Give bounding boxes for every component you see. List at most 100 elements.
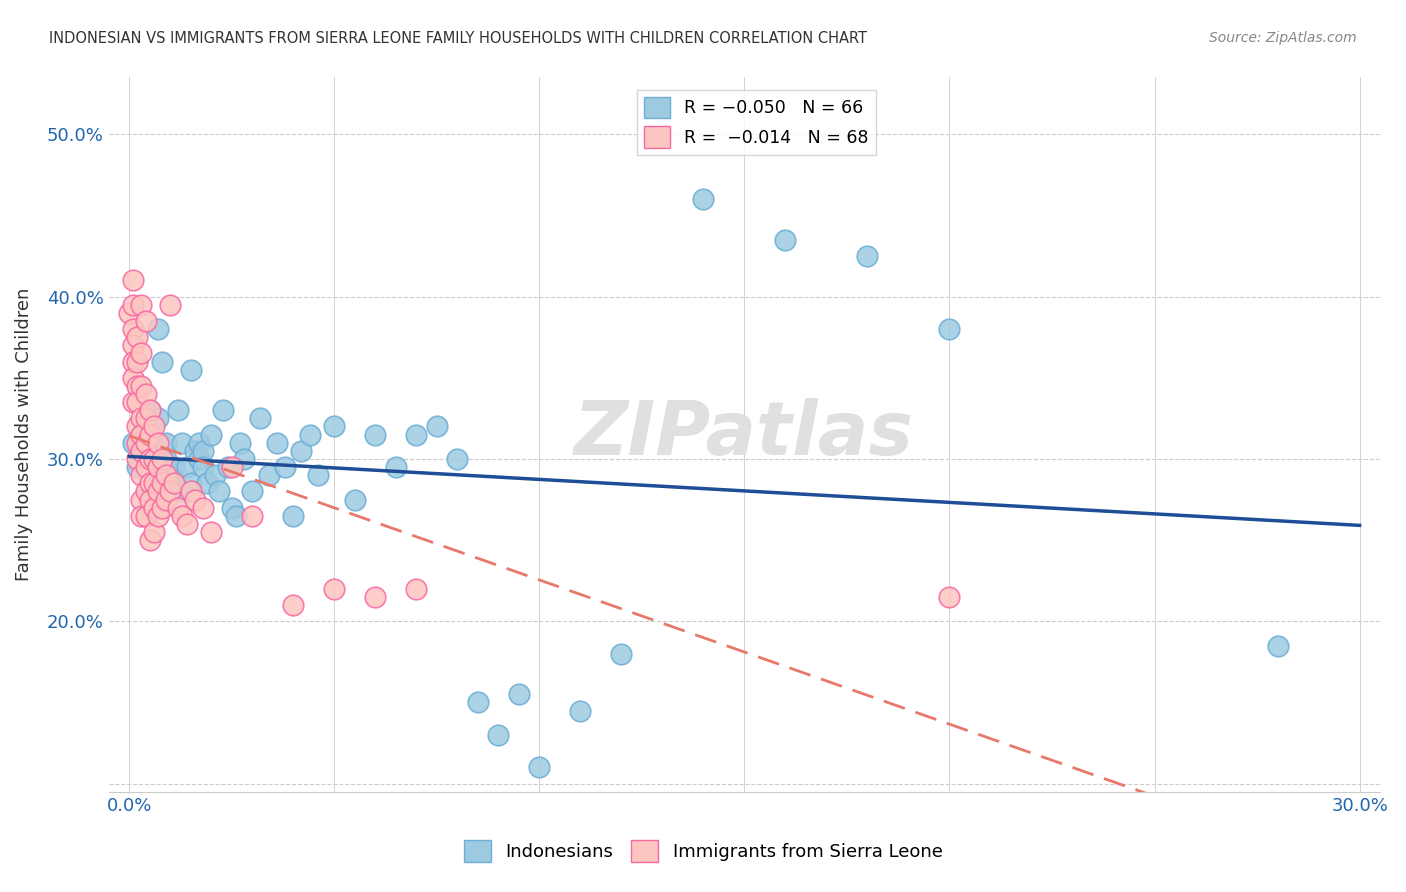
Point — [240, 484, 263, 499]
Point — [159, 468, 181, 483]
Point — [155, 492, 177, 507]
Point — [155, 451, 177, 466]
Point — [150, 476, 173, 491]
Point — [159, 484, 181, 499]
Text: INDONESIAN VS IMMIGRANTS FROM SIERRA LEONE FAMILY HOUSEHOLDS WITH CHILDREN CORRE: INDONESIAN VS IMMIGRANTS FROM SIERRA LEO… — [49, 31, 868, 46]
Point — [195, 476, 218, 491]
Point — [118, 306, 141, 320]
Point — [204, 468, 226, 483]
Point — [307, 468, 329, 483]
Point — [323, 582, 346, 596]
Point — [131, 411, 153, 425]
Point — [142, 419, 165, 434]
Point — [191, 500, 214, 515]
Point — [131, 443, 153, 458]
Point — [266, 435, 288, 450]
Point — [142, 524, 165, 539]
Point — [938, 590, 960, 604]
Y-axis label: Family Households with Children: Family Households with Children — [15, 288, 32, 582]
Point — [138, 435, 160, 450]
Point — [122, 298, 145, 312]
Point — [1267, 639, 1289, 653]
Point — [142, 500, 165, 515]
Point — [131, 468, 153, 483]
Point — [135, 387, 157, 401]
Point — [146, 435, 169, 450]
Point — [225, 508, 247, 523]
Point — [610, 647, 633, 661]
Point — [163, 460, 186, 475]
Point — [122, 370, 145, 384]
Point — [257, 468, 280, 483]
Point — [122, 338, 145, 352]
Point — [122, 435, 145, 450]
Point — [208, 484, 231, 499]
Point — [184, 492, 207, 507]
Point — [187, 435, 209, 450]
Point — [135, 314, 157, 328]
Point — [138, 492, 160, 507]
Point — [446, 451, 468, 466]
Point — [221, 460, 243, 475]
Point — [131, 427, 153, 442]
Point — [142, 476, 165, 491]
Point — [938, 322, 960, 336]
Point — [131, 508, 153, 523]
Point — [131, 298, 153, 312]
Point — [172, 484, 194, 499]
Point — [249, 411, 271, 425]
Point — [180, 362, 202, 376]
Point — [135, 435, 157, 450]
Legend: Indonesians, Immigrants from Sierra Leone: Indonesians, Immigrants from Sierra Leon… — [457, 833, 949, 870]
Point — [323, 419, 346, 434]
Point — [167, 500, 190, 515]
Point — [127, 435, 149, 450]
Point — [692, 192, 714, 206]
Point — [529, 760, 551, 774]
Point — [146, 411, 169, 425]
Point — [298, 427, 321, 442]
Text: ZIPatlas: ZIPatlas — [575, 398, 914, 471]
Point — [135, 484, 157, 499]
Point — [486, 728, 509, 742]
Point — [569, 704, 592, 718]
Point — [274, 460, 297, 475]
Point — [856, 249, 879, 263]
Point — [146, 484, 169, 499]
Point — [122, 395, 145, 409]
Point — [159, 298, 181, 312]
Point — [142, 468, 165, 483]
Point — [131, 443, 153, 458]
Point — [426, 419, 449, 434]
Point — [138, 403, 160, 417]
Legend: R = −0.050   N = 66, R =  −0.014   N = 68: R = −0.050 N = 66, R = −0.014 N = 68 — [637, 90, 876, 154]
Point — [150, 451, 173, 466]
Point — [180, 476, 202, 491]
Point — [290, 443, 312, 458]
Point — [405, 582, 427, 596]
Point — [159, 476, 181, 491]
Point — [150, 460, 173, 475]
Point — [172, 508, 194, 523]
Point — [184, 443, 207, 458]
Point — [180, 484, 202, 499]
Point — [200, 524, 222, 539]
Point — [138, 476, 160, 491]
Point — [240, 508, 263, 523]
Point — [135, 419, 157, 434]
Point — [142, 451, 165, 466]
Point — [127, 379, 149, 393]
Point — [775, 233, 797, 247]
Point — [138, 451, 160, 466]
Point — [200, 427, 222, 442]
Point — [364, 590, 387, 604]
Point — [176, 460, 198, 475]
Point — [212, 403, 235, 417]
Point — [127, 330, 149, 344]
Point — [146, 460, 169, 475]
Point — [127, 419, 149, 434]
Point — [122, 354, 145, 368]
Point — [146, 508, 169, 523]
Point — [131, 346, 153, 360]
Point — [131, 379, 153, 393]
